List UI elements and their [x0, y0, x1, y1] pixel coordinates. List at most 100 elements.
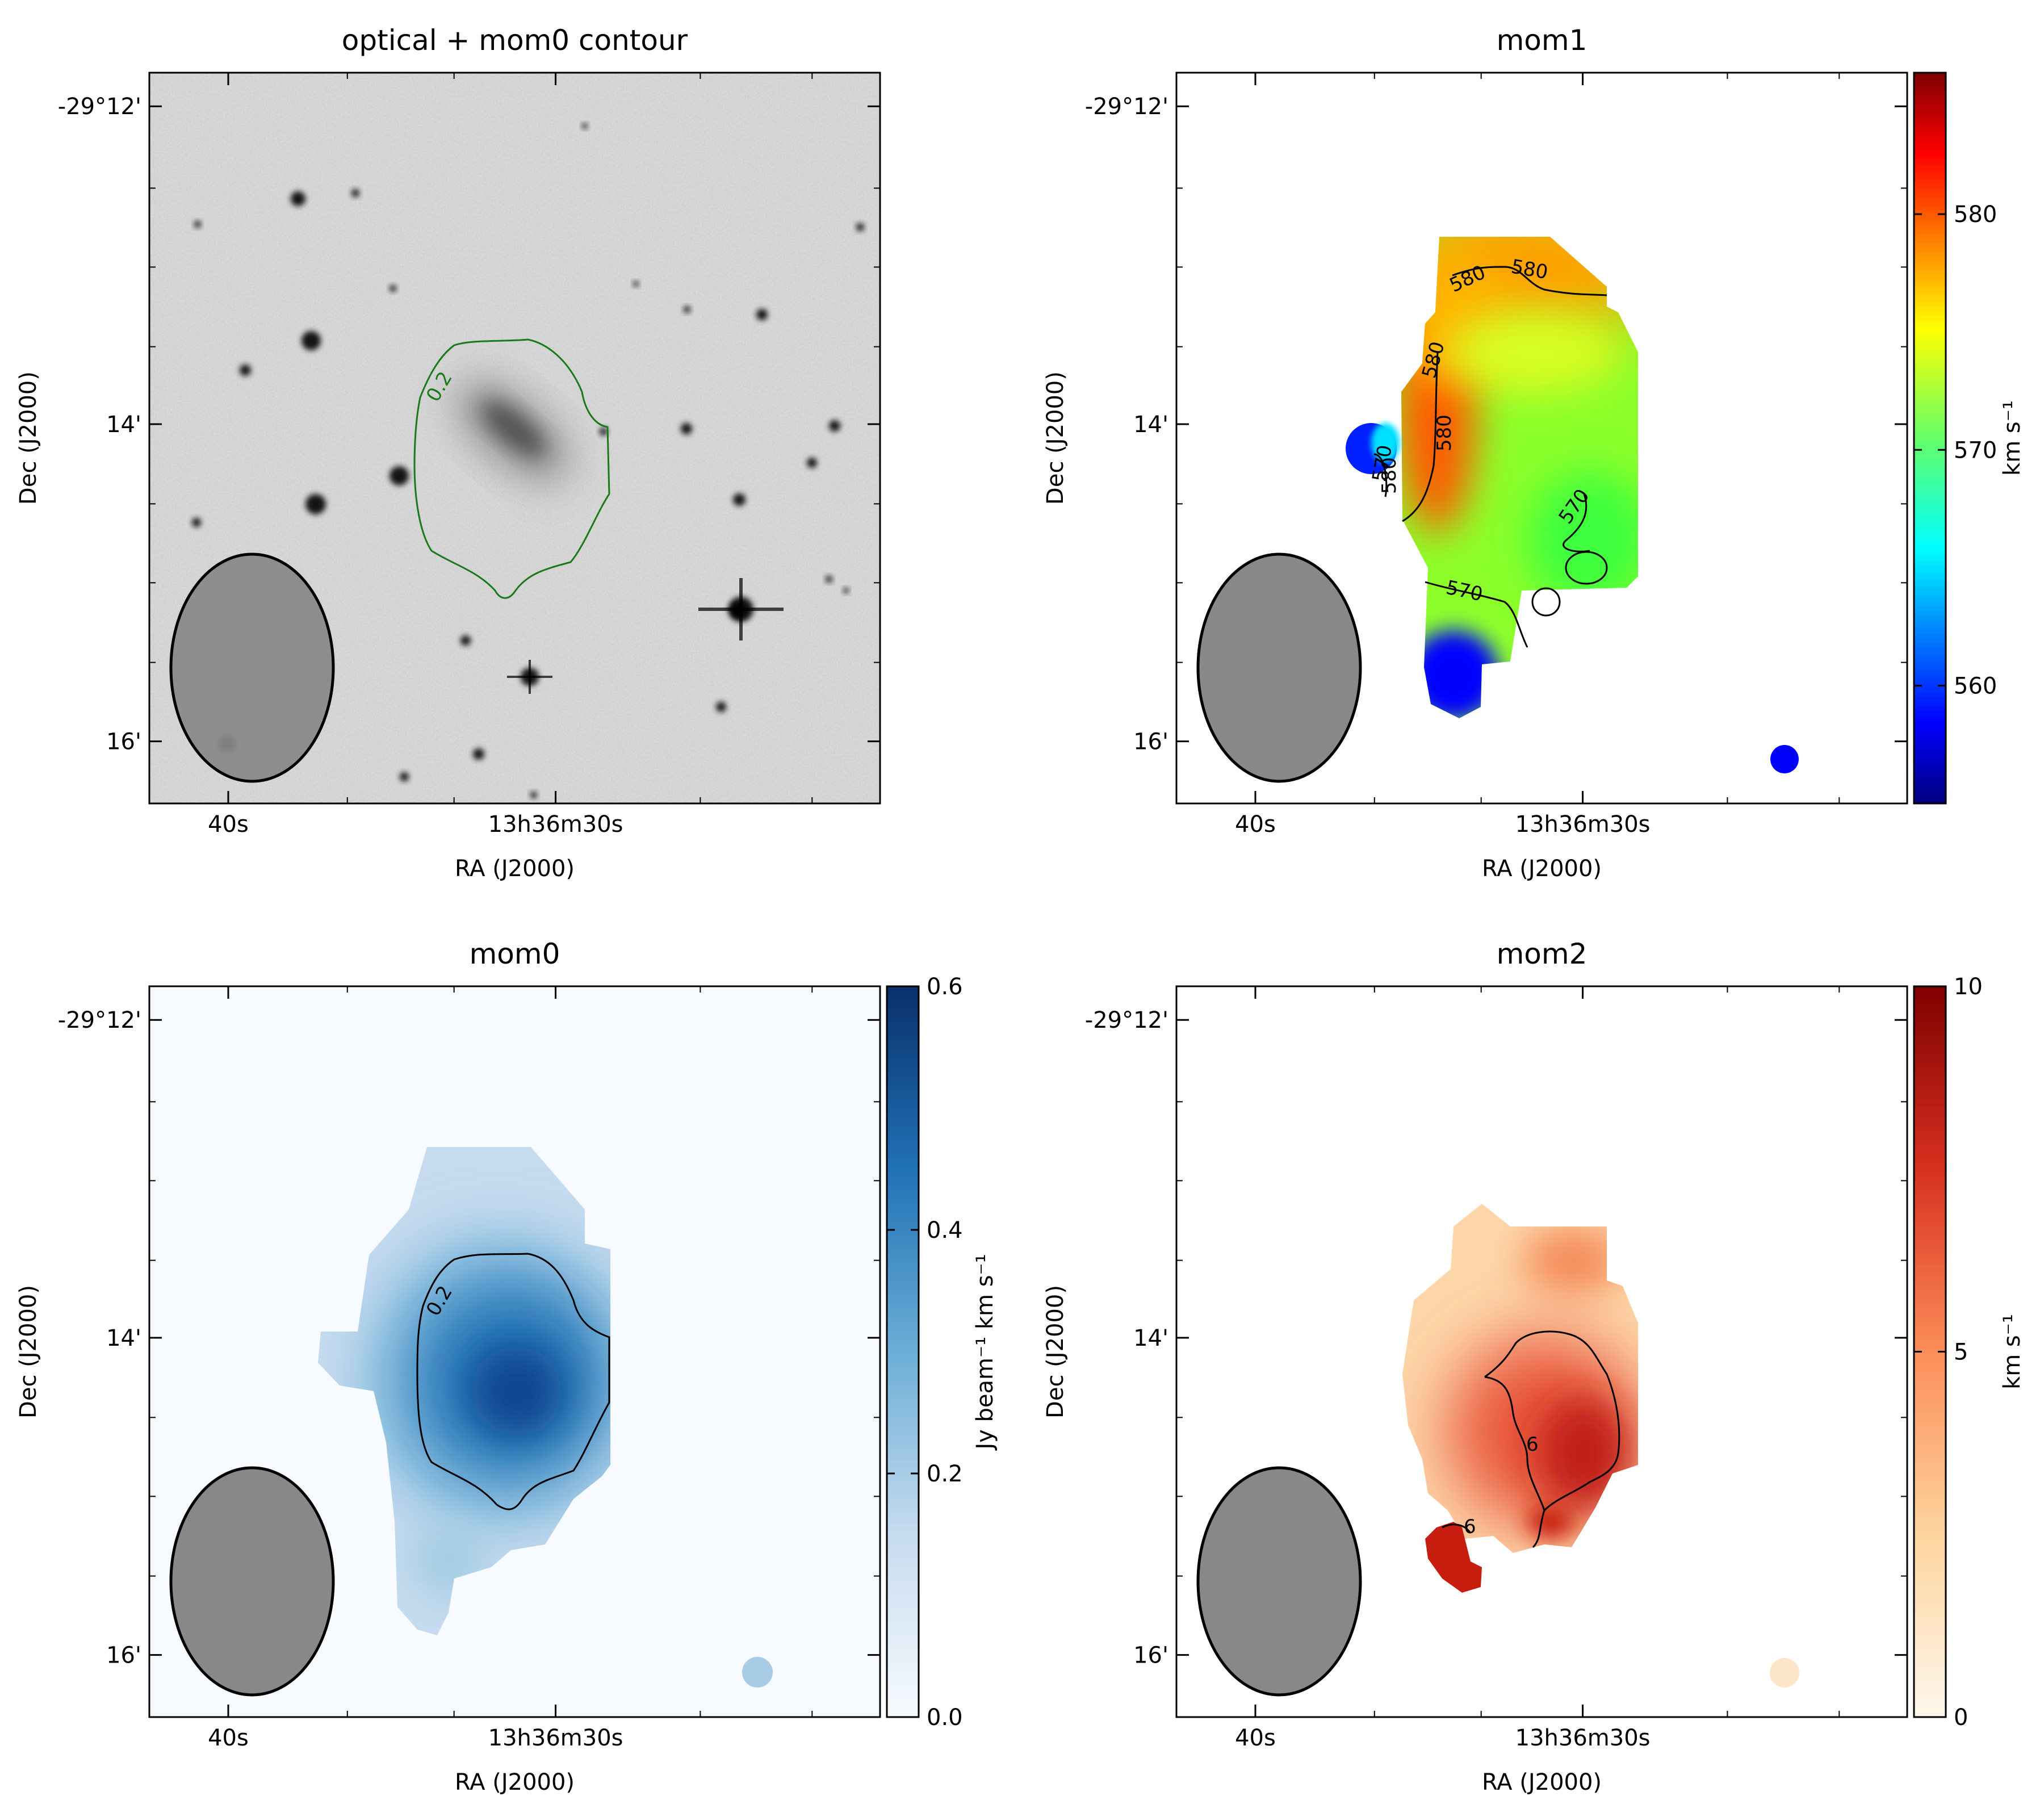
y-axis-label: Dec (J2000) [1042, 1285, 1069, 1418]
axes-frame [1175, 985, 1908, 1718]
y-tick-label: 14' [106, 412, 141, 438]
galaxy-core [481, 400, 546, 457]
beam-ellipse [169, 1466, 335, 1697]
tick-marks [1176, 73, 1907, 803]
star [716, 702, 726, 712]
panel-title: mom2 [1497, 937, 1588, 970]
colorbar: 560 570 580 km s⁻¹ [1913, 72, 2025, 805]
beam-ellipse [169, 552, 335, 783]
panel-title: mom1 [1497, 24, 1588, 57]
star [400, 772, 409, 781]
mom0-contour [416, 1253, 610, 1510]
x-tick-label: 13h36m30s [1515, 811, 1651, 838]
contour-580 [1452, 266, 1607, 296]
contour-570 [1425, 581, 1528, 648]
y-tick-label: 14' [106, 1325, 141, 1351]
star [301, 331, 321, 350]
star [681, 423, 692, 434]
contour-label: 580 [1433, 415, 1456, 451]
velocity-mid [1448, 312, 1618, 392]
star [756, 309, 768, 320]
star [291, 191, 305, 206]
star [829, 420, 840, 432]
colorbar-label: km s⁻¹ [1999, 400, 2025, 476]
y-axis-label: Dec (J2000) [15, 371, 41, 505]
x-axis-label: RA (J2000) [1482, 1769, 1602, 1795]
velocity-low-blob [1371, 423, 1400, 463]
y-tick-label: -29°12' [58, 94, 141, 120]
star [460, 635, 471, 646]
contour-label: 6 [1464, 1515, 1476, 1538]
intensity-peak [471, 1346, 562, 1437]
velocity-contours [1373, 266, 1608, 648]
star [600, 428, 608, 436]
dispersion-peak [1527, 1505, 1573, 1539]
velocity-mid [1527, 471, 1638, 608]
colorbar-tick-label: 0.0 [927, 1705, 963, 1731]
y-tick-label: 16' [1133, 729, 1168, 755]
contour-570 [1565, 551, 1608, 585]
colorbar-label: Jy beam⁻¹ km s⁻¹ [972, 1254, 998, 1451]
contour-580 [1402, 351, 1439, 522]
velocity-low-blob [1770, 745, 1799, 773]
x-tick-label: 13h36m30s [488, 811, 623, 838]
mom0-contour [413, 338, 610, 599]
star [240, 365, 251, 376]
x-axis-label: RA (J2000) [1482, 856, 1602, 882]
x-axis-label: RA (J2000) [455, 856, 575, 882]
x-tick-label: 13h36m30s [1515, 1725, 1651, 1751]
contour-570 [1563, 493, 1590, 552]
axes-frame [148, 72, 881, 805]
y-tick-label: 16' [1133, 1643, 1168, 1669]
colorbar-tick-label: 5 [1954, 1339, 1968, 1366]
colorbar-gradient [1913, 72, 1947, 805]
colorbar-tick-label: 560 [1954, 673, 1997, 699]
star [733, 493, 745, 506]
panel-mom0: mom0 0.2 40s 13h36m30s -29°12' 14' 16' RA (J200… [15, 937, 998, 1795]
tick-marks [149, 73, 880, 803]
y-tick-label: 14' [1133, 412, 1168, 438]
y-axis-label: Dec (J2000) [15, 1285, 41, 1418]
star [305, 494, 326, 514]
tick-marks [149, 986, 880, 1717]
contour-6 [1484, 1330, 1620, 1548]
panel-title: mom0 [470, 937, 560, 970]
colorbar-tick-label: 580 [1954, 202, 1997, 228]
y-tick-label: 16' [106, 729, 141, 755]
contour-label: 580 [1378, 457, 1401, 494]
y-tick-label: -29°12' [1085, 94, 1168, 120]
colorbar-tick-label: 0.6 [927, 974, 963, 1000]
dispersion-blob [1770, 1658, 1799, 1688]
x-tick-label: 13h36m30s [488, 1725, 623, 1751]
colorbar-tick-label: 0.4 [927, 1217, 963, 1244]
star [473, 748, 484, 760]
contour-6 [1442, 1523, 1472, 1534]
dispersion-peak [1539, 1397, 1630, 1510]
contour-label: 6 [1526, 1433, 1539, 1456]
x-tick-label: 40s [208, 811, 249, 838]
dispersion-field [1402, 1204, 1638, 1553]
colorbar-tick-label: 0.2 [927, 1461, 963, 1487]
y-tick-label: 16' [106, 1643, 141, 1669]
star [389, 466, 409, 485]
beam-ellipse [1196, 552, 1362, 783]
y-tick-label: -29°12' [1085, 1007, 1168, 1033]
star [389, 285, 396, 292]
map-image: 66 [1176, 986, 1907, 1717]
x-axis-label: RA (J2000) [455, 1769, 575, 1795]
dispersion-contours [1442, 1330, 1620, 1548]
contour-570 [1531, 587, 1561, 617]
dispersion-mid [1522, 1226, 1624, 1295]
star [351, 189, 359, 197]
dispersion-blob [1425, 1522, 1482, 1593]
y-axis-label: Dec (J2000) [1042, 371, 1069, 505]
colorbar-label: km s⁻¹ [1999, 1314, 2025, 1389]
star [530, 792, 537, 798]
star [633, 281, 639, 287]
panel-title: optical + mom0 contour [342, 24, 688, 57]
x-tick-label: 40s [1235, 1725, 1276, 1751]
colorbar-tick-label: 0 [1954, 1705, 1968, 1731]
